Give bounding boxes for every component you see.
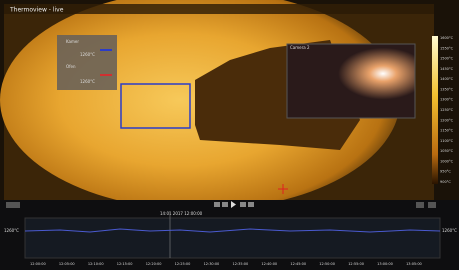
download-button[interactable] bbox=[428, 202, 436, 208]
time-label: 12:25:00 bbox=[175, 262, 191, 266]
time-label: 12:45:00 bbox=[290, 262, 306, 266]
inset-video[interactable] bbox=[287, 44, 415, 118]
color-scale bbox=[432, 36, 438, 184]
time-label: 12:35:00 bbox=[233, 262, 249, 266]
scale-label: 1050°C bbox=[440, 149, 454, 153]
edit-button[interactable] bbox=[416, 202, 424, 208]
time-label: 12:50:00 bbox=[319, 262, 335, 266]
inset-title: Camera 2 bbox=[290, 45, 310, 50]
time-label: 12:15:00 bbox=[117, 262, 133, 266]
time-label: 12:20:00 bbox=[146, 262, 162, 266]
scale-label: 1350°C bbox=[440, 87, 454, 91]
time-label: 13:05:00 bbox=[406, 262, 422, 266]
scale-label: 1550°C bbox=[440, 46, 454, 50]
scale-label: 1250°C bbox=[440, 108, 454, 112]
scale-label: 950°C bbox=[440, 170, 451, 174]
scale-label: 1300°C bbox=[440, 98, 454, 102]
legend-label: Kamer bbox=[66, 39, 79, 44]
step-back-button[interactable] bbox=[222, 202, 228, 207]
zoom-button[interactable] bbox=[6, 202, 20, 208]
scale-label: 1100°C bbox=[440, 139, 454, 143]
cursor-time: 14:01 2017 12:00:00 bbox=[160, 211, 203, 216]
time-label: 12:30:00 bbox=[204, 262, 220, 266]
scale-label: 900°C bbox=[440, 180, 451, 184]
scale-label: 1200°C bbox=[440, 118, 454, 122]
app-window: Thermoview - live Kamer 1260°C Ofen 1260… bbox=[0, 0, 459, 270]
trend-left-value: 1260°C bbox=[4, 228, 19, 233]
legend-value: 1260°C bbox=[80, 79, 95, 84]
scale-label: 1600°C bbox=[440, 36, 454, 40]
time-label: 12:55:00 bbox=[348, 262, 364, 266]
title-bar bbox=[4, 4, 434, 14]
legend-label: Ofen bbox=[66, 64, 76, 69]
time-label: 12:40:00 bbox=[261, 262, 277, 266]
time-label: 12:10:00 bbox=[88, 262, 104, 266]
scale-label: 1150°C bbox=[440, 129, 454, 133]
trend-right-value: 1260°C bbox=[442, 228, 457, 233]
time-label: 12:00:00 bbox=[30, 262, 46, 266]
step-forward-button[interactable] bbox=[240, 202, 246, 207]
scale-label: 1000°C bbox=[440, 159, 454, 163]
scale-label: 1500°C bbox=[440, 57, 454, 61]
forward-button[interactable] bbox=[248, 202, 254, 207]
scale-label: 1400°C bbox=[440, 77, 454, 81]
window-title: Thermoview - live bbox=[9, 7, 64, 14]
time-label: 12:05:00 bbox=[59, 262, 75, 266]
scale-label: 1450°C bbox=[440, 67, 454, 71]
rewind-button[interactable] bbox=[214, 202, 220, 207]
time-label: 13:00:00 bbox=[377, 262, 393, 266]
legend-value: 1260°C bbox=[80, 52, 95, 57]
trend-plot bbox=[25, 218, 440, 258]
